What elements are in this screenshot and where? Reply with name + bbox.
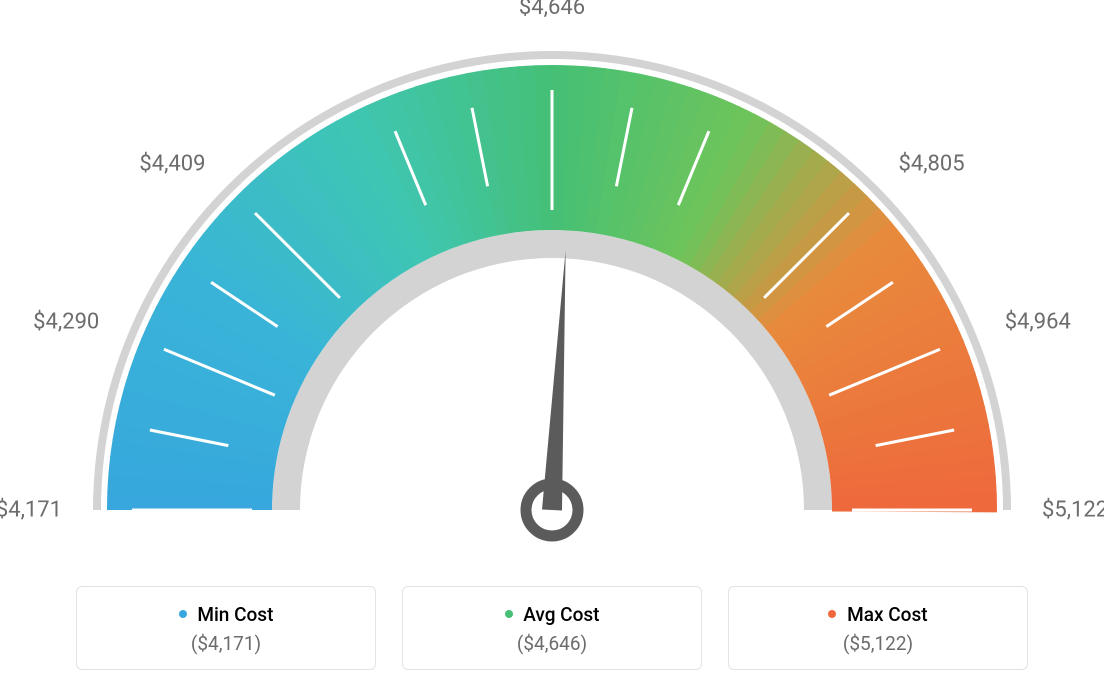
legend-title-text: Min Cost: [197, 603, 273, 626]
legend-value-min: ($4,171): [77, 632, 375, 655]
dot-icon: [505, 610, 513, 618]
legend-card-avg: Avg Cost ($4,646): [402, 586, 702, 670]
gauge-tick-label: $4,805: [898, 151, 964, 176]
legend-title-min: Min Cost: [77, 603, 375, 626]
dot-icon: [828, 610, 836, 618]
gauge-tick-label: $4,290: [33, 310, 99, 335]
gauge-tick-label: $4,646: [519, 0, 585, 20]
legend-value-avg: ($4,646): [403, 632, 701, 655]
gauge-tick-label: $5,122: [1042, 498, 1104, 523]
legend-title-max: Max Cost: [729, 603, 1027, 626]
gauge-tick-label: $4,964: [1005, 310, 1071, 335]
legend-title-avg: Avg Cost: [403, 603, 701, 626]
legend-title-text: Avg Cost: [523, 603, 599, 626]
gauge-tick-label: $4,171: [0, 498, 62, 523]
legend-value-max: ($5,122): [729, 632, 1027, 655]
legend-card-max: Max Cost ($5,122): [728, 586, 1028, 670]
gauge-tick-label: $4,409: [139, 151, 205, 176]
gauge-svg: [0, 30, 1104, 570]
legend-card-min: Min Cost ($4,171): [76, 586, 376, 670]
gauge-chart: $4,171 $4,290 $4,409 $4,646 $4,805 $4,964 $5,1…: [0, 0, 1104, 570]
legend-title-text: Max Cost: [847, 603, 927, 626]
dot-icon: [179, 610, 187, 618]
legend-row: Min Cost ($4,171) Avg Cost ($4,646) Max …: [0, 586, 1104, 670]
